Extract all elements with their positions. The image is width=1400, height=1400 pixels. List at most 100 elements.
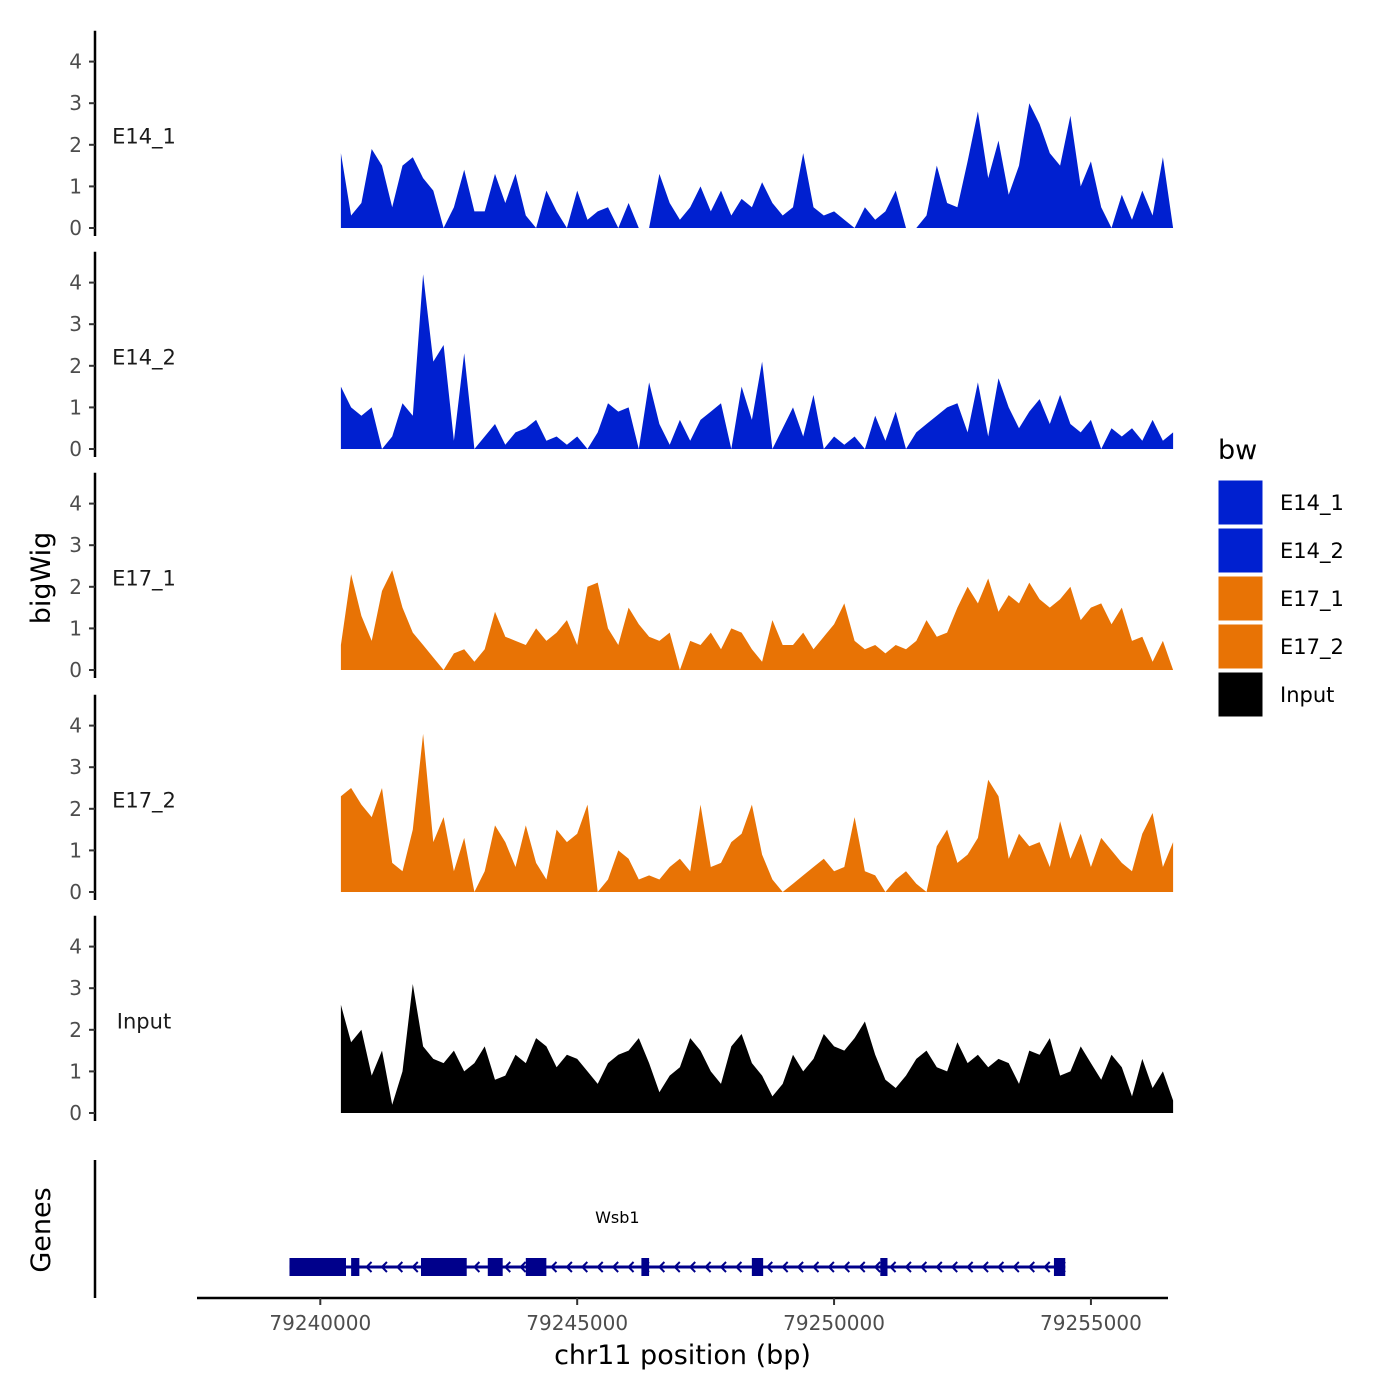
legend-items: E14_1 E14_2 E17_1 E17_2 Input — [1217, 479, 1344, 718]
track-E14_2: 0 1 2 3 4 E14_2 — [69, 251, 1174, 461]
strand-arrow — [904, 1261, 912, 1273]
strand-arrow — [1043, 1261, 1051, 1273]
strand-arrow — [842, 1261, 851, 1273]
strand-arrow — [611, 1261, 619, 1273]
y-tick-label: 4 — [69, 492, 82, 516]
y-tick-label: 1 — [69, 616, 82, 640]
strand-arrow — [580, 1261, 589, 1273]
legend-swatch — [1217, 671, 1264, 718]
strand-arrow — [719, 1261, 727, 1273]
y-tick-label: 4 — [69, 50, 82, 74]
track-label: E17_2 — [112, 788, 176, 813]
y-tick-label: 3 — [69, 312, 82, 336]
strand-arrow — [365, 1261, 373, 1273]
track-label: Input — [117, 1009, 171, 1033]
legend-label: E14_1 — [1280, 491, 1344, 516]
strand-arrow — [411, 1261, 419, 1273]
exon — [880, 1258, 888, 1276]
strand-arrow — [997, 1261, 1005, 1273]
strand-arrow — [812, 1261, 820, 1273]
legend-swatch — [1217, 623, 1264, 670]
y-tick-label: 0 — [69, 658, 82, 682]
strand-arrow — [627, 1261, 635, 1273]
x-axis: 79240000 79245000 79250000 79255000 chr11 p… — [197, 1296, 1168, 1371]
area-E17_1 — [340, 570, 1174, 670]
y-tick-label: 4 — [69, 714, 82, 738]
strand-arrow — [704, 1261, 712, 1273]
legend-label: E17_2 — [1280, 635, 1344, 660]
x-tick-label: 79255000 — [1040, 1311, 1142, 1335]
strand-arrow — [873, 1261, 881, 1273]
strand-arrow — [380, 1261, 388, 1273]
track-E17_2: 0 1 2 3 4 E17_2 — [69, 694, 1174, 904]
y-tick-label: 3 — [69, 91, 82, 115]
strand-arrow — [596, 1261, 604, 1273]
strand-arrow — [889, 1261, 897, 1273]
strand-arrow — [796, 1261, 804, 1273]
strand-arrow — [858, 1261, 866, 1273]
strand-arrow — [966, 1261, 974, 1273]
genes-axis-title: Genes — [26, 1187, 57, 1272]
x-axis-title: chr11 position (bp) — [554, 1340, 811, 1371]
exon — [751, 1258, 764, 1276]
y-tick-label: 0 — [69, 437, 82, 461]
track-label: E17_1 — [112, 566, 176, 591]
y-tick-label: 1 — [69, 838, 82, 862]
area-E17_2 — [340, 733, 1174, 892]
strand-arrow — [950, 1261, 958, 1273]
strand-arrow — [565, 1261, 573, 1273]
strand-arrow — [657, 1261, 666, 1273]
legend-item-E17_2: E17_2 — [1217, 623, 1344, 670]
legend-item-E17_1: E17_1 — [1217, 575, 1344, 622]
y-tick-label: 2 — [69, 575, 82, 599]
exon — [420, 1258, 467, 1276]
exon — [487, 1258, 503, 1276]
track-E14_1: 0 1 2 3 4 E14_1 — [69, 30, 1174, 240]
gene-model — [289, 1258, 1066, 1276]
legend-label: E14_2 — [1280, 539, 1344, 564]
strand-arrow — [395, 1261, 404, 1273]
strand-arrow — [781, 1261, 789, 1273]
y-tick-label: 2 — [69, 354, 82, 378]
y-tick-label: 4 — [69, 935, 82, 959]
strand-arrow — [519, 1261, 527, 1273]
legend-swatch — [1217, 479, 1264, 526]
signal-tracks: 0 1 2 3 4 E14_1 0 1 2 3 4 E14_2 0 1 2 3 4 E17_1 0 1 2 3 4 E17_2… — [69, 30, 1174, 1125]
y-tick-label: 3 — [69, 755, 82, 779]
strand-arrow — [688, 1261, 696, 1273]
y-axis-title: bigWig — [26, 532, 57, 625]
x-axis-ticks: 79240000 79245000 79250000 79255000 — [269, 1298, 1142, 1335]
y-tick-label: 2 — [69, 133, 82, 157]
exon — [641, 1258, 650, 1276]
strand-arrow — [919, 1261, 928, 1273]
legend-label: Input — [1280, 683, 1334, 707]
legend-swatch — [1217, 527, 1264, 574]
y-tick-label: 0 — [69, 216, 82, 240]
legend-title: bw — [1218, 435, 1257, 466]
strand-arrow — [1012, 1261, 1020, 1273]
legend-item-E14_2: E14_2 — [1217, 527, 1344, 574]
y-tick-label: 0 — [69, 1101, 82, 1125]
exon — [525, 1258, 547, 1276]
strand-arrow — [1027, 1261, 1035, 1273]
y-tick-label: 3 — [69, 976, 82, 1000]
y-tick-label: 3 — [69, 533, 82, 557]
strand-arrow — [765, 1261, 773, 1273]
legend-item-Input: Input — [1217, 671, 1334, 718]
exon — [289, 1258, 346, 1276]
legend: bw E14_1 E14_2 E17_1 E17_2 Input — [1217, 435, 1344, 718]
area-E14_2 — [340, 274, 1174, 449]
strand-arrow — [503, 1261, 511, 1273]
y-tick-label: 2 — [69, 797, 82, 821]
y-tick-label: 1 — [69, 174, 82, 198]
gene-track: Genes Wsb1 — [26, 1160, 1066, 1298]
y-tick-label: 4 — [69, 271, 82, 295]
gene-name-label: Wsb1 — [595, 1208, 640, 1227]
y-tick-label: 1 — [69, 395, 82, 419]
x-tick-label: 79240000 — [269, 1311, 371, 1335]
exon — [1053, 1258, 1066, 1276]
strand-arrow — [827, 1261, 835, 1273]
strand-arrow — [550, 1261, 558, 1273]
y-tick-label: 1 — [69, 1059, 82, 1083]
